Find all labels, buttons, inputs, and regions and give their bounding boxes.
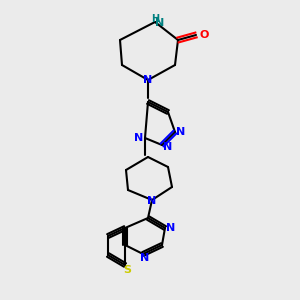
Text: N: N: [164, 142, 172, 152]
Text: N: N: [134, 133, 144, 143]
Text: N: N: [176, 127, 186, 137]
Text: N: N: [167, 223, 176, 233]
Text: N: N: [143, 75, 153, 85]
Text: H: H: [151, 14, 159, 24]
Text: S: S: [123, 265, 131, 275]
Text: N: N: [140, 253, 150, 263]
Text: O: O: [199, 30, 209, 40]
Text: N: N: [147, 196, 157, 206]
Text: N: N: [155, 18, 165, 28]
